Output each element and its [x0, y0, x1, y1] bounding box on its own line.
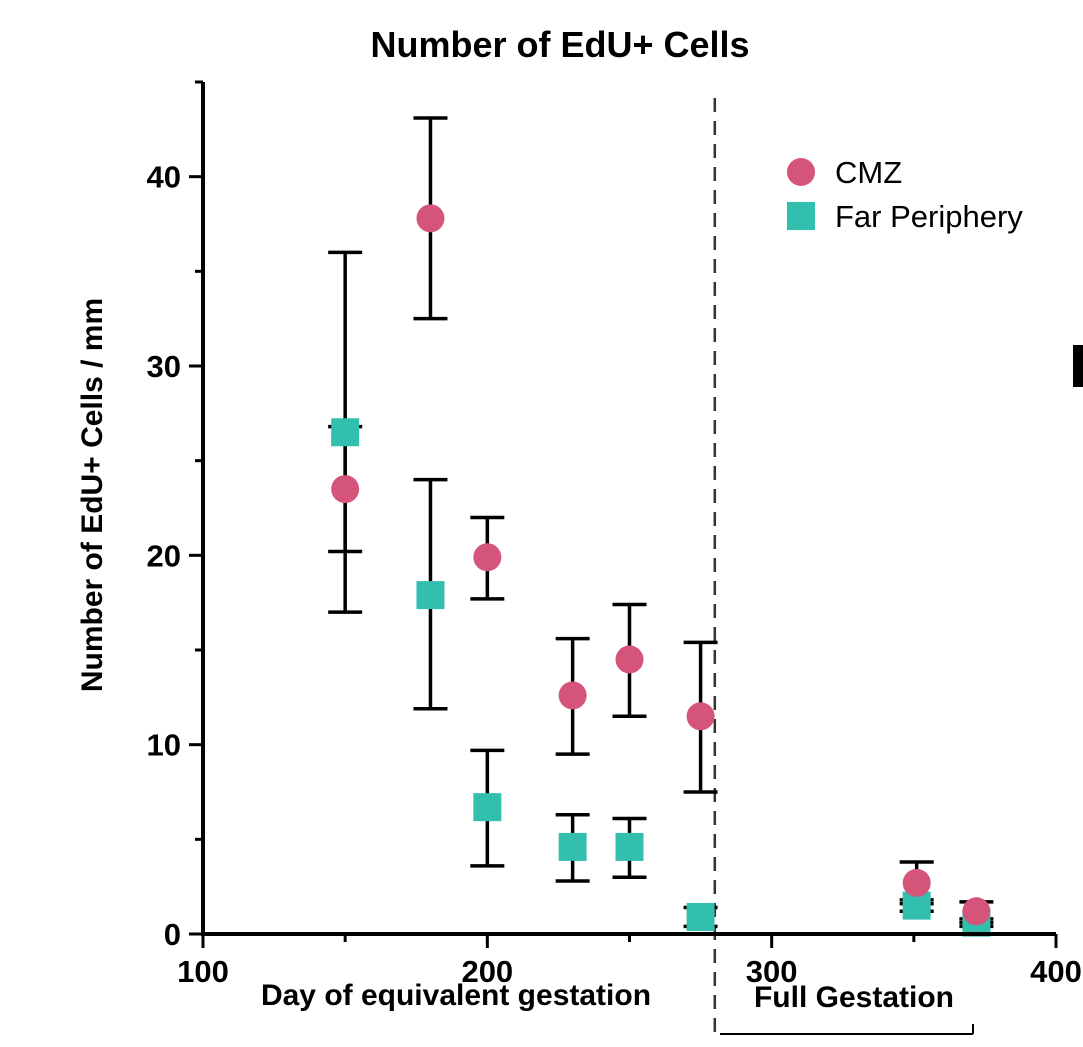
legend-label: Far Periphery	[835, 199, 1023, 234]
x-tick-label: 300	[746, 954, 798, 989]
data-point-cmz	[416, 204, 445, 233]
data-point-cmz	[473, 543, 502, 572]
data-point-cmz	[962, 897, 991, 926]
data-point-cmz	[902, 868, 931, 897]
full-gestation-label: Full Gestation	[754, 981, 954, 1014]
plot-area	[328, 98, 994, 1040]
data-point-cmz	[686, 702, 715, 731]
data-point-far-periphery	[686, 902, 715, 931]
legend: CMZ Far Periphery	[787, 155, 1023, 234]
axes: 0 10 20 30 40 100 200 300 400	[147, 80, 1082, 989]
chart-title: Number of EdU+ Cells	[370, 24, 749, 65]
y-tick-label: 0	[164, 917, 181, 952]
data-point-far-periphery	[615, 832, 644, 861]
y-axis-title: Number of EdU+ Cells / mm	[76, 298, 109, 692]
data-point-cmz	[331, 475, 360, 504]
y-tick-label: 20	[147, 538, 181, 573]
data-point-far-periphery	[558, 832, 587, 861]
legend-label: CMZ	[835, 155, 902, 190]
legend-marker-far-periphery	[787, 202, 815, 230]
legend-marker-cmz	[787, 158, 815, 186]
data-point-far-periphery	[331, 418, 360, 447]
x-tick-label: 200	[461, 954, 513, 989]
panel-edge-mark	[1073, 345, 1083, 387]
data-point-cmz	[558, 681, 587, 710]
y-tick-label: 30	[147, 349, 181, 384]
y-tick-label: 40	[147, 160, 181, 195]
data-point-far-periphery	[416, 581, 445, 610]
data-point-far-periphery	[473, 793, 502, 822]
y-tick-label: 10	[147, 728, 181, 763]
x-axis-title: Day of equivalent gestation	[261, 979, 651, 1012]
x-tick-label: 400	[1030, 954, 1082, 989]
x-tick-label: 100	[177, 954, 229, 989]
data-point-cmz	[615, 645, 644, 674]
